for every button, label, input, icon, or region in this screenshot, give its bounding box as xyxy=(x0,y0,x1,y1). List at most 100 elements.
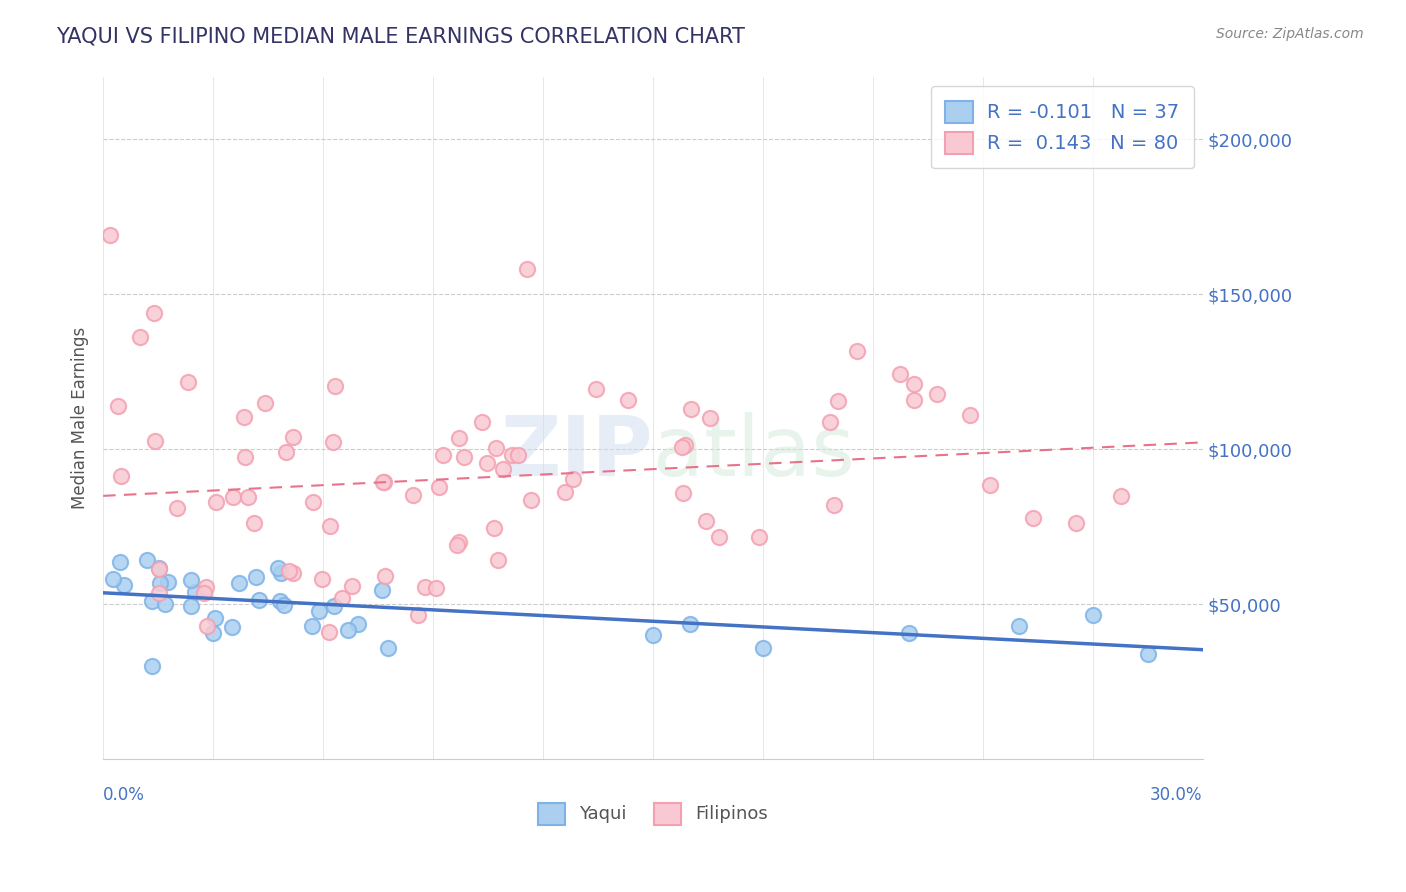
Text: atlas: atlas xyxy=(652,412,855,492)
Point xyxy=(673,438,696,452)
Point xyxy=(270,566,292,581)
Point xyxy=(432,448,454,462)
Point xyxy=(177,375,200,389)
Point xyxy=(195,580,218,594)
Point xyxy=(699,410,721,425)
Text: ZIP: ZIP xyxy=(501,412,652,492)
Point xyxy=(827,394,849,409)
Point xyxy=(425,581,447,595)
Point xyxy=(112,578,135,592)
Point xyxy=(340,579,363,593)
Point xyxy=(149,575,172,590)
Point xyxy=(427,480,450,494)
Point xyxy=(346,617,368,632)
Point xyxy=(228,576,250,591)
Point xyxy=(748,530,770,544)
Point xyxy=(157,575,180,590)
Point xyxy=(148,561,170,575)
Point xyxy=(1136,647,1159,661)
Y-axis label: Median Male Earnings: Median Male Earnings xyxy=(72,327,89,509)
Point xyxy=(277,564,299,578)
Point xyxy=(180,599,202,614)
Point xyxy=(818,415,841,429)
Point xyxy=(554,485,576,500)
Point xyxy=(243,516,266,531)
Point xyxy=(110,468,132,483)
Point xyxy=(471,416,494,430)
Point xyxy=(373,475,395,489)
Point xyxy=(153,597,176,611)
Point xyxy=(322,435,344,450)
Point xyxy=(979,478,1001,492)
Point xyxy=(148,562,170,576)
Point xyxy=(254,396,277,410)
Point xyxy=(413,580,436,594)
Text: Source: ZipAtlas.com: Source: ZipAtlas.com xyxy=(1216,27,1364,41)
Point xyxy=(1109,489,1132,503)
Point xyxy=(166,501,188,516)
Point xyxy=(323,599,346,613)
Point xyxy=(641,628,664,642)
Point xyxy=(371,582,394,597)
Point xyxy=(236,490,259,504)
Point xyxy=(824,498,846,512)
Point xyxy=(515,262,537,277)
Point xyxy=(184,584,207,599)
Point xyxy=(245,570,267,584)
Point xyxy=(318,519,340,533)
Point xyxy=(374,569,396,583)
Point xyxy=(482,521,505,535)
Point xyxy=(562,472,585,486)
Point xyxy=(903,392,925,407)
Point xyxy=(695,514,717,528)
Point xyxy=(129,330,152,344)
Point xyxy=(449,535,471,549)
Point xyxy=(323,379,346,393)
Point xyxy=(136,553,159,567)
Point xyxy=(898,626,921,640)
Point xyxy=(672,486,695,500)
Point xyxy=(142,306,165,320)
Point xyxy=(336,623,359,637)
Point xyxy=(235,450,257,465)
Point xyxy=(846,344,869,359)
Point xyxy=(519,493,541,508)
Point xyxy=(709,530,731,544)
Point xyxy=(889,367,911,381)
Point xyxy=(301,494,323,508)
Point xyxy=(273,598,295,612)
Point xyxy=(193,586,215,600)
Point xyxy=(141,659,163,673)
Point xyxy=(446,538,468,552)
Point xyxy=(1064,516,1087,530)
Point xyxy=(1081,607,1104,622)
Point xyxy=(204,611,226,625)
Point xyxy=(485,441,508,455)
Point xyxy=(222,490,245,504)
Point xyxy=(308,603,330,617)
Point xyxy=(402,487,425,501)
Point xyxy=(1022,511,1045,525)
Point xyxy=(486,552,509,566)
Point xyxy=(585,382,607,396)
Point xyxy=(267,561,290,575)
Point xyxy=(903,376,925,391)
Point xyxy=(281,430,304,444)
Point xyxy=(195,619,218,633)
Point xyxy=(107,399,129,413)
Point xyxy=(201,626,224,640)
Point xyxy=(274,445,297,459)
Point xyxy=(180,573,202,587)
Legend: Yaqui, Filipinos: Yaqui, Filipinos xyxy=(530,796,775,831)
Point xyxy=(453,450,475,464)
Point xyxy=(752,640,775,655)
Point xyxy=(110,555,132,569)
Point xyxy=(501,448,523,462)
Point xyxy=(371,475,394,489)
Point xyxy=(330,591,353,605)
Point xyxy=(959,408,981,422)
Point xyxy=(475,456,498,470)
Point xyxy=(925,387,948,401)
Point xyxy=(141,594,163,608)
Point xyxy=(678,617,700,632)
